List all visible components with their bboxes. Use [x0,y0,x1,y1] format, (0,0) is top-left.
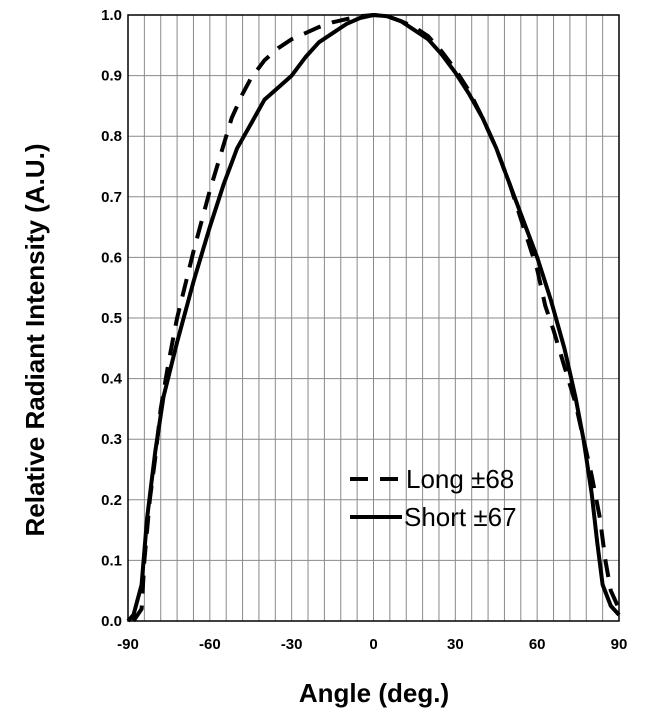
legend: Long ±68 Short ±67 [350,464,517,532]
x-tick-label: -60 [199,636,221,653]
legend-label-long: Long ±68 [406,464,514,494]
y-tick-label: 0.1 [101,552,122,569]
series-line-short [126,13,621,623]
x-axis-tick-labels: -90 -60 -30 0 30 60 90 [117,636,627,653]
y-tick-label: 0.3 [101,431,122,448]
series-layer [126,13,621,623]
y-tick-label: 0.9 [101,68,122,85]
y-tick-label: 1.0 [101,7,122,24]
x-axis-title: Angle (deg.) [299,678,449,708]
legend-label-short: Short ±67 [404,502,517,532]
y-tick-label: 0.8 [101,128,122,145]
x-tick-label: 30 [447,636,464,653]
y-tick-label: 0.5 [101,310,122,327]
y-tick-label: 0.7 [101,189,122,206]
grid [127,14,620,622]
x-tick-label: -90 [117,636,139,653]
x-tick-label: 90 [611,636,628,653]
y-tick-label: 0.6 [101,249,122,266]
y-tick-label: 0.0 [101,613,122,630]
y-tick-label: 0.2 [101,492,122,509]
y-axis-title: Relative Radiant Intensity (A.U.) [20,144,50,537]
x-tick-label: -30 [281,636,303,653]
x-tick-label: 60 [529,636,546,653]
x-tick-label: 0 [369,636,377,653]
y-axis-tick-labels: 0.0 0.1 0.2 0.3 0.4 0.5 0.6 0.7 0.8 0.9 1.0 [101,7,123,630]
y-tick-label: 0.4 [101,371,123,388]
